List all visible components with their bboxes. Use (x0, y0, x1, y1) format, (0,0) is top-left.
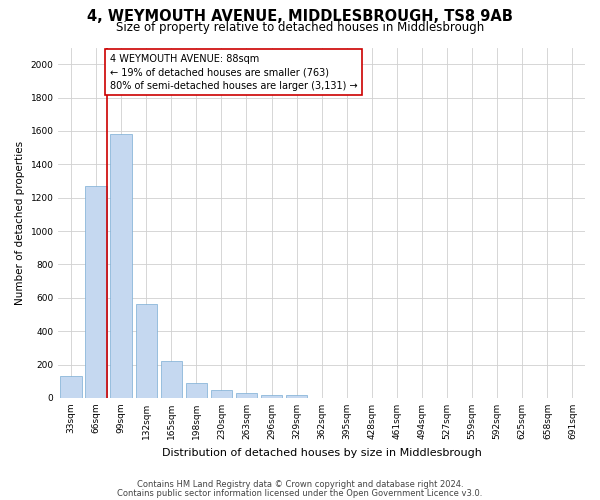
Bar (85, 186, 107, 398)
Bar (110, 134, 132, 398)
Text: Size of property relative to detached houses in Middlesbrough: Size of property relative to detached ho… (116, 22, 484, 35)
Text: 4, WEYMOUTH AVENUE, MIDDLESBROUGH, TS8 9AB: 4, WEYMOUTH AVENUE, MIDDLESBROUGH, TS8 9… (87, 9, 513, 24)
Bar (286, 394, 307, 398)
Bar (60, 376, 82, 398)
Bar (185, 383, 207, 398)
X-axis label: Distribution of detached houses by size in Middlesbrough: Distribution of detached houses by size … (162, 448, 482, 458)
Bar (161, 361, 182, 398)
Bar (211, 390, 232, 398)
Bar (261, 394, 282, 398)
Bar (236, 393, 257, 398)
Text: Contains public sector information licensed under the Open Government Licence v3: Contains public sector information licen… (118, 488, 482, 498)
Text: 4 WEYMOUTH AVENUE: 88sqm
← 19% of detached houses are smaller (763)
80% of semi-: 4 WEYMOUTH AVENUE: 88sqm ← 19% of detach… (110, 54, 358, 90)
Text: Contains HM Land Registry data © Crown copyright and database right 2024.: Contains HM Land Registry data © Crown c… (137, 480, 463, 489)
Y-axis label: Number of detached properties: Number of detached properties (15, 140, 25, 305)
Bar (136, 304, 157, 398)
